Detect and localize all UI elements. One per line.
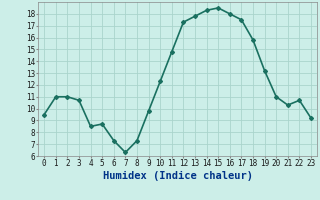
X-axis label: Humidex (Indice chaleur): Humidex (Indice chaleur) [103, 171, 252, 181]
